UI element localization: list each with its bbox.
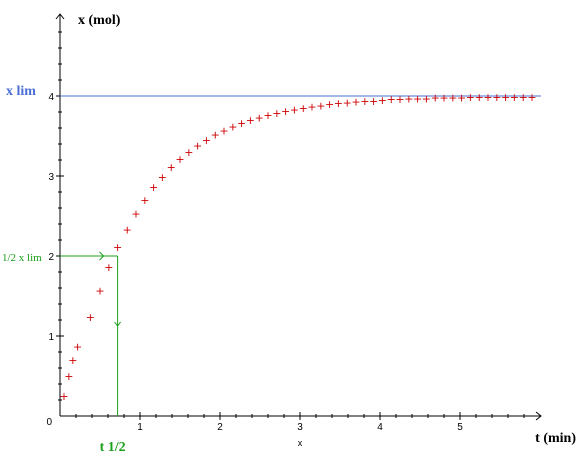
data-point: + <box>431 92 440 105</box>
data-point: + <box>219 124 228 137</box>
data-point: + <box>73 340 82 353</box>
data-point: + <box>439 92 448 105</box>
data-point: + <box>527 91 536 104</box>
x-tick-label: 2 <box>217 422 223 433</box>
data-point: + <box>457 92 466 105</box>
data-point: + <box>202 134 211 147</box>
asymptote-label: x lim <box>6 84 36 99</box>
half-horizontal-arrow-icon <box>99 251 105 261</box>
half-y-label: 1/2 x lim <box>2 252 42 264</box>
data-point: + <box>325 98 334 111</box>
y-axis-arrow-icon <box>55 13 65 20</box>
data-point: + <box>228 120 237 133</box>
y-tick-label: 1 <box>48 332 54 343</box>
data-point: + <box>501 91 510 104</box>
data-point: + <box>360 95 369 108</box>
data-point: + <box>448 92 457 105</box>
data-point: + <box>95 284 104 297</box>
data-point: + <box>64 370 73 383</box>
data-point: + <box>378 94 387 107</box>
data-point: + <box>86 311 95 324</box>
data-point: + <box>68 354 77 367</box>
data-point: + <box>246 114 255 127</box>
x-axis-arrow-icon <box>535 411 542 421</box>
x-axis-mark: x <box>298 438 303 448</box>
data-point: + <box>290 104 299 117</box>
data-point: + <box>492 91 501 104</box>
half-x-label: t 1/2 <box>100 440 126 455</box>
data-point: + <box>255 112 264 125</box>
y-tick-label: 2 <box>48 252 54 263</box>
data-point: + <box>395 93 404 106</box>
data-point: + <box>387 93 396 106</box>
data-point: + <box>175 153 184 166</box>
data-point: + <box>113 241 122 254</box>
data-point: + <box>211 128 220 141</box>
data-points: ++++++++++++++++ + + + + + + + + + + + + + + + + + + + + + + + +… <box>59 91 536 403</box>
data-point: + <box>510 91 519 104</box>
data-point: + <box>59 390 68 403</box>
data-point: + <box>281 105 290 118</box>
data-point: + <box>272 107 281 120</box>
data-point: + <box>404 92 413 105</box>
data-point: + <box>334 97 343 110</box>
data-point: + <box>237 117 246 130</box>
x-axis-title: t (min) <box>535 431 576 446</box>
data-point: + <box>466 91 475 104</box>
x-tick-label: 3 <box>297 422 303 433</box>
data-point: + <box>104 261 113 274</box>
origin-label: 0 <box>46 417 52 428</box>
data-point: + <box>167 161 176 174</box>
data-point: + <box>184 146 193 159</box>
data-point: + <box>158 171 167 184</box>
half-vertical-arrow-icon <box>114 321 121 327</box>
ticks: 1 2 3 4 5 1 2 3 4 0 <box>46 31 525 433</box>
data-point: + <box>299 102 308 115</box>
data-point: + <box>149 181 158 194</box>
y-axis-title: x (mol) <box>78 13 121 28</box>
data-point: + <box>123 224 132 237</box>
data-point: + <box>263 109 272 122</box>
annotations: x lim 1/2 x lim t 1/2 <box>2 84 541 455</box>
data-point: + <box>519 91 528 104</box>
data-point: + <box>307 100 316 113</box>
x-tick-label: 1 <box>137 422 143 433</box>
x-tick-label: 5 <box>457 422 463 433</box>
data-point: + <box>343 96 352 109</box>
data-point: + <box>316 100 325 113</box>
data-point: + <box>413 92 422 105</box>
axes: x (mol) t (min) x <box>55 13 576 448</box>
data-point: + <box>475 91 484 104</box>
y-tick-label: 4 <box>48 92 54 103</box>
y-tick-label: 3 <box>48 172 54 183</box>
data-point: + <box>483 91 492 104</box>
data-point: + <box>369 95 378 108</box>
data-point: + <box>422 92 431 105</box>
data-point: + <box>351 96 360 109</box>
data-point: + <box>131 208 140 221</box>
x-tick-label: 4 <box>377 422 383 433</box>
data-point: + <box>193 140 202 153</box>
data-point: + <box>140 194 149 207</box>
